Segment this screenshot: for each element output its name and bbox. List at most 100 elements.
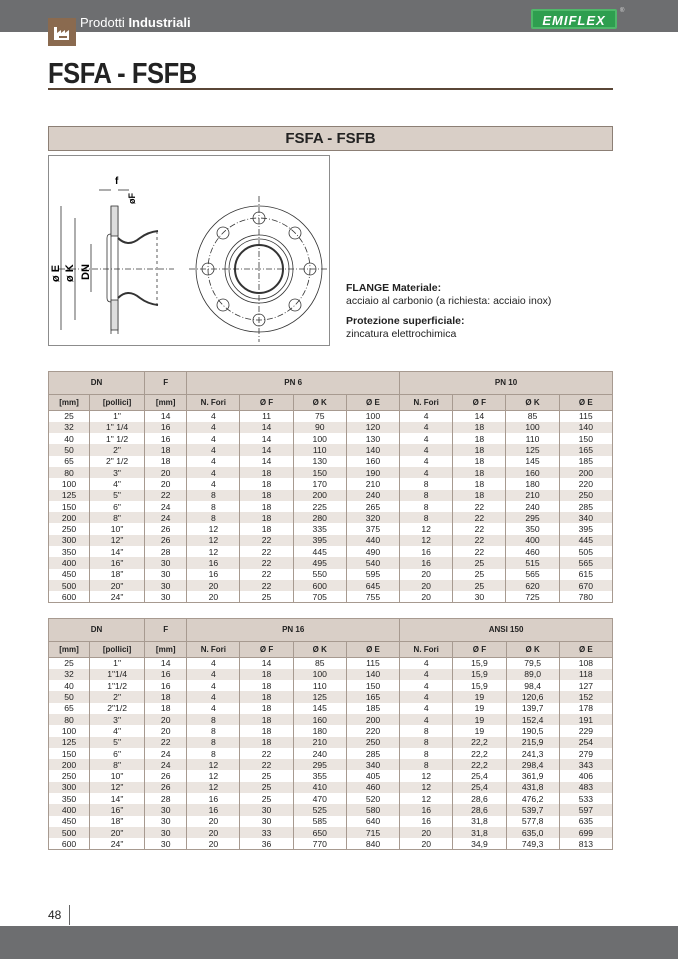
table-cell: 12 bbox=[399, 534, 454, 547]
table-cell: 840 bbox=[345, 838, 401, 851]
table-cell: 120,6 bbox=[505, 691, 560, 703]
column-header: Ø F bbox=[239, 394, 294, 411]
group-header: F bbox=[144, 618, 188, 642]
table-cell: 16 bbox=[144, 680, 188, 692]
table-cell: 19 bbox=[452, 725, 507, 737]
table-cell: 279 bbox=[558, 747, 614, 760]
table-cell: 705 bbox=[292, 591, 347, 604]
table-cell: 98,4 bbox=[505, 680, 560, 692]
table-cell: 130 bbox=[292, 455, 347, 467]
table-cell: 18 bbox=[239, 668, 294, 681]
table-cell: 431,8 bbox=[505, 781, 560, 794]
table-cell: 15,9 bbox=[452, 680, 507, 692]
table-cell: 476,2 bbox=[505, 793, 560, 805]
table-cell: 14 bbox=[239, 455, 294, 467]
table-cell: 28,6 bbox=[452, 804, 507, 816]
table-cell: 285 bbox=[558, 500, 614, 513]
table-cell: 14 bbox=[144, 410, 188, 422]
table-cell: 229 bbox=[558, 725, 614, 737]
table-cell: 22,2 bbox=[452, 759, 507, 771]
table-cell: 298,4 bbox=[505, 759, 560, 771]
table-cell: 140 bbox=[345, 444, 401, 456]
column-header: Ø E bbox=[558, 394, 614, 411]
table-cell: 89,0 bbox=[505, 668, 560, 681]
table-cell: 22 bbox=[239, 759, 294, 771]
table-cell: 410 bbox=[292, 781, 347, 794]
spec-notes: FLANGE Materiale: acciaio al carbonio (a… bbox=[346, 282, 551, 341]
table-cell: 19 bbox=[452, 702, 507, 714]
table-cell: 595 bbox=[345, 568, 401, 580]
group-header: DN bbox=[47, 618, 146, 642]
table-cell: 200 bbox=[292, 489, 347, 501]
table-cell: 125 bbox=[505, 444, 560, 456]
table-cell: 40 bbox=[47, 433, 91, 445]
table-cell: 150 bbox=[345, 680, 401, 692]
table-row: 50 2" 18 4 14 110 140 4 18 125 165 bbox=[47, 444, 614, 456]
table-cell: 100 bbox=[47, 725, 91, 737]
column-header: Ø K bbox=[505, 394, 560, 411]
table-cell: 14 bbox=[144, 657, 188, 669]
table-cell: 600 bbox=[47, 838, 91, 851]
table-cell: 400 bbox=[505, 534, 560, 547]
table-cell: 12 bbox=[186, 523, 241, 535]
table-cell: 18 bbox=[144, 691, 188, 703]
table-cell: 1" 1/2 bbox=[89, 433, 146, 445]
table-cell: 355 bbox=[292, 770, 347, 782]
table-cell: 25 bbox=[452, 568, 507, 580]
table-cell: 5" bbox=[89, 489, 146, 501]
column-header: Ø E bbox=[558, 641, 614, 658]
table-cell: 4 bbox=[186, 691, 241, 703]
table-cell: 320 bbox=[345, 512, 401, 524]
table-cell: 20 bbox=[144, 725, 188, 737]
table-cell: 220 bbox=[558, 478, 614, 490]
table-cell: 115 bbox=[345, 657, 401, 669]
table-cell: 24" bbox=[89, 838, 146, 851]
column-header: Ø K bbox=[292, 641, 347, 658]
table-cell: 18 bbox=[452, 444, 507, 456]
table-cell: 8 bbox=[399, 736, 454, 748]
table-cell: 185 bbox=[345, 702, 401, 714]
table-cell: 645 bbox=[345, 579, 401, 592]
table-cell: 12 bbox=[186, 534, 241, 547]
table-cell: 150 bbox=[47, 500, 91, 513]
table-cell: 10" bbox=[89, 523, 146, 535]
column-header: Ø K bbox=[505, 641, 560, 658]
column-header: N. Fori bbox=[186, 394, 241, 411]
table-cell: 620 bbox=[505, 579, 560, 592]
table-cell: 300 bbox=[47, 781, 91, 794]
table-cell: 265 bbox=[345, 500, 401, 513]
table-cell: 400 bbox=[47, 557, 91, 569]
table-cell: 85 bbox=[292, 657, 347, 669]
table-cell: 16 bbox=[144, 668, 188, 681]
table-cell: 600 bbox=[292, 579, 347, 592]
table-cell: 12 bbox=[399, 770, 454, 782]
table-cell: 520 bbox=[345, 793, 401, 805]
table-cell: 118 bbox=[558, 668, 614, 681]
table-cell: 125 bbox=[292, 691, 347, 703]
table-cell: 515 bbox=[505, 557, 560, 569]
table-cell: 8 bbox=[186, 747, 241, 760]
table-cell: 25 bbox=[239, 591, 294, 604]
table-cell: 12" bbox=[89, 534, 146, 547]
table-cell: 16 bbox=[144, 433, 188, 445]
table-cell: 490 bbox=[345, 546, 401, 558]
table-cell: 14 bbox=[239, 433, 294, 445]
table-cell: 20 bbox=[144, 466, 188, 479]
table-cell: 14 bbox=[239, 421, 294, 434]
table-cell: 18 bbox=[239, 736, 294, 748]
title-divider bbox=[48, 88, 613, 90]
table-cell: 22 bbox=[452, 512, 507, 524]
table-row: 65 2" 1/2 18 4 14 130 160 4 18 145 185 bbox=[47, 455, 614, 467]
table-row: 450 18" 30 20 30 585 640 16 31,8 577,8 635 bbox=[47, 815, 614, 827]
table-cell: 22 bbox=[452, 500, 507, 513]
table-cell: 26 bbox=[144, 781, 188, 794]
table-cell: 280 bbox=[292, 512, 347, 524]
table-row: 100 4" 20 4 18 170 210 8 18 180 220 bbox=[47, 478, 614, 490]
table-cell: 22,2 bbox=[452, 747, 507, 760]
table-cell: 250 bbox=[47, 523, 91, 535]
table-cell: 20 bbox=[186, 815, 241, 827]
column-header: N. Fori bbox=[186, 641, 241, 658]
page-title: FSFA - FSFB bbox=[48, 58, 197, 90]
table-cell: 18 bbox=[239, 512, 294, 524]
